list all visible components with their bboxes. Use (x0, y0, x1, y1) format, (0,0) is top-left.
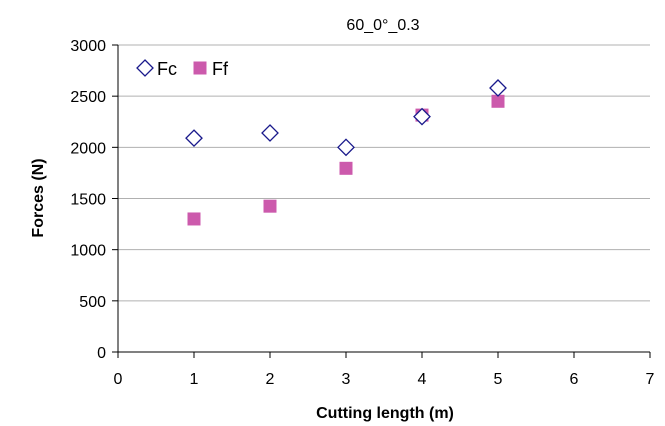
y-axis-title: Forces (N) (30, 158, 47, 237)
data-point-ff (491, 94, 505, 108)
x-tick-label: 0 (114, 371, 123, 388)
data-point-ff (339, 161, 353, 175)
x-tick-label: 1 (190, 371, 199, 388)
x-tick-label: 7 (646, 371, 655, 388)
data-point-ff (263, 199, 277, 213)
x-tick-label: 4 (418, 371, 427, 388)
y-tick-label: 2000 (70, 140, 106, 157)
legend: Fc Ff (136, 59, 229, 79)
legend-label-ff: Ff (212, 59, 229, 79)
y-tick-label: 3000 (70, 38, 106, 55)
tick-labels: 0 500 1000 1500 2000 2500 3000 0 1 2 3 4 5 6 7 (70, 38, 654, 388)
y-tick-label: 2500 (70, 89, 106, 106)
data-points (185, 79, 507, 226)
data-point-fc (185, 129, 203, 148)
data-point-fc (489, 79, 507, 97)
x-axis-title: Cutting length (m) (316, 405, 454, 422)
data-point-ff (187, 212, 201, 226)
legend-label-fc: Fc (157, 59, 177, 79)
data-point-fc (337, 138, 355, 157)
y-tick-label: 1500 (70, 192, 106, 209)
x-tick-label: 6 (570, 371, 579, 388)
y-tick-label: 500 (79, 294, 106, 311)
axes (112, 44, 651, 358)
data-point-fc (261, 124, 279, 142)
grid-lines (118, 44, 650, 302)
y-tick-label: 1000 (70, 243, 106, 260)
x-tick-label: 2 (266, 371, 275, 388)
legend-marker-ff (193, 61, 207, 75)
legend-marker-fc (136, 59, 154, 77)
x-tick-label: 5 (494, 371, 503, 388)
data-point-fc (413, 107, 431, 126)
chart-title: 60_0°_0.3 (346, 17, 419, 34)
x-tick-label: 3 (342, 371, 351, 388)
y-tick-label: 0 (97, 345, 106, 362)
